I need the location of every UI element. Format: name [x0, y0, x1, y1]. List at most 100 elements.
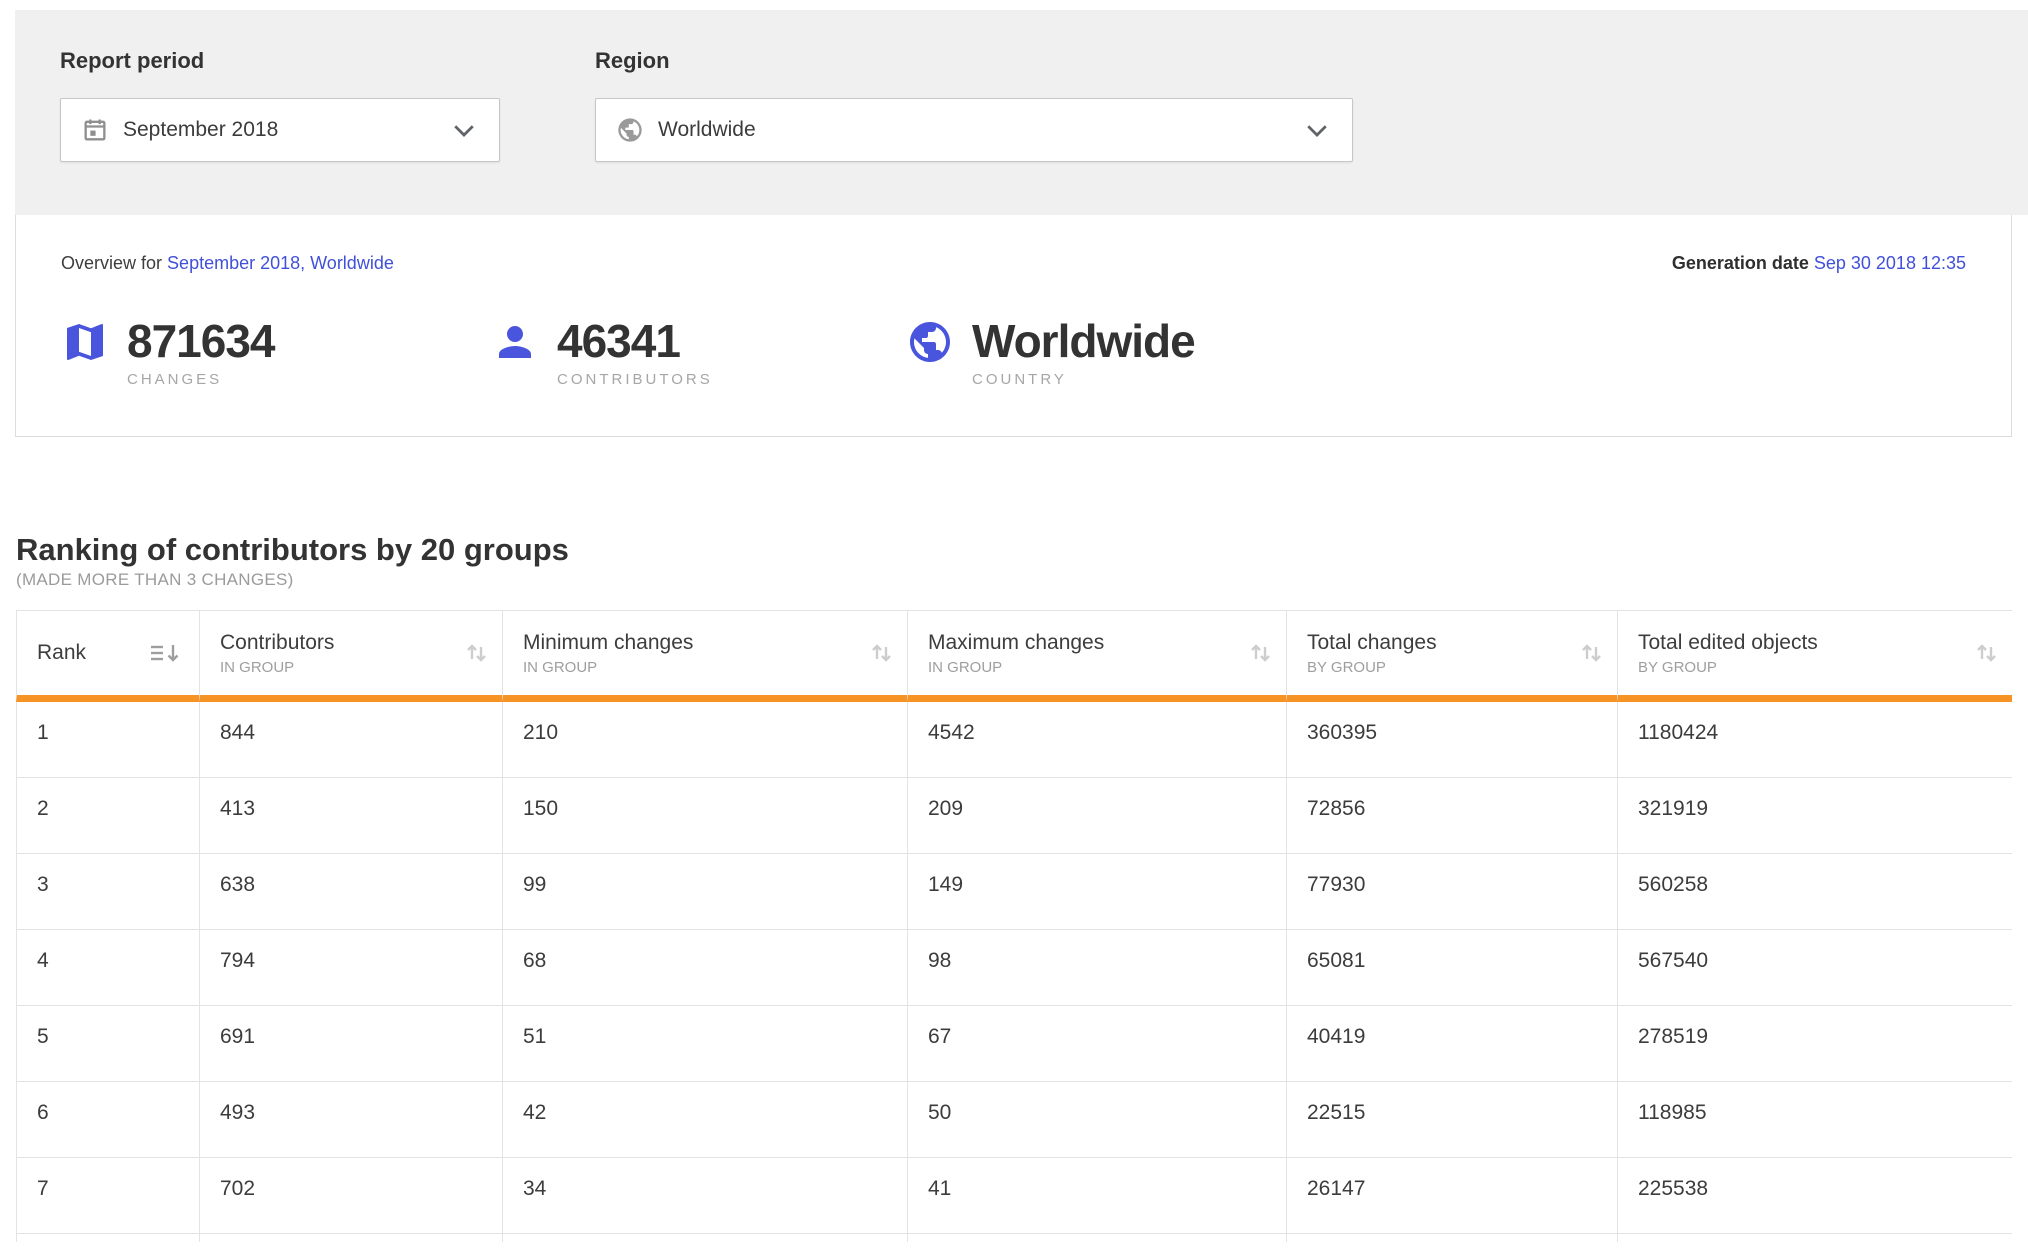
overview-prefix: Overview for — [61, 253, 162, 273]
region-value: Worldwide — [658, 118, 1302, 142]
cell-max-changes: 67 — [908, 1006, 1287, 1082]
table-row: 1 844 210 4542 360395 1180424 — [16, 702, 2012, 778]
chevron-down-icon — [449, 115, 479, 145]
cell-rank: 3 — [16, 854, 200, 930]
sort-updown-icon[interactable] — [1577, 639, 1605, 667]
region-label: Region — [595, 48, 1353, 74]
stats-row: 871634 CHANGES 46341 CONTRIBUTORS — [61, 318, 1966, 388]
cell-max-changes: 149 — [908, 854, 1287, 930]
cell-contributors: 691 — [200, 1006, 503, 1082]
cell-total-edited: 1180424 — [1618, 702, 2012, 778]
stat-contributors: 46341 CONTRIBUTORS — [491, 318, 906, 388]
column-header-total-changes[interactable]: Total changes BY GROUP — [1287, 610, 1618, 702]
generation-date-value[interactable]: Sep 30 2018 12:35 — [1814, 253, 1966, 273]
changes-value: 871634 — [127, 318, 275, 364]
ranking-table: Rank Contributors IN GROUP — [16, 610, 2012, 1242]
sort-updown-icon[interactable] — [1972, 639, 2000, 667]
cell-min-changes: 68 — [503, 930, 908, 1006]
cell-min-changes: 150 — [503, 778, 908, 854]
cell-max-changes: 4542 — [908, 702, 1287, 778]
sort-asc-icon[interactable] — [149, 639, 183, 667]
contributors-label: CONTRIBUTORS — [557, 371, 713, 388]
sort-updown-icon[interactable] — [462, 639, 490, 667]
cell-contributors: 493 — [200, 1082, 503, 1158]
table-header-row: Rank Contributors IN GROUP — [16, 610, 2012, 702]
person-icon — [491, 318, 539, 366]
overview-period-link[interactable]: September 2018, Worldwide — [167, 253, 394, 273]
filter-panel: Report period September 2018 — [15, 10, 2028, 215]
cell-max-changes: 50 — [908, 1082, 1287, 1158]
changes-label: CHANGES — [127, 371, 275, 388]
table-row: 5 691 51 67 40419 278519 — [16, 1006, 2012, 1082]
sort-updown-icon[interactable] — [1246, 639, 1274, 667]
cell-contributors: 794 — [200, 930, 503, 1006]
cell-total-edited: 567540 — [1618, 930, 2012, 1006]
cell-rank: 5 — [16, 1006, 200, 1082]
cell-total-changes: 77930 — [1287, 854, 1618, 930]
stat-country: Worldwide COUNTRY — [906, 318, 1195, 388]
report-period-filter: Report period September 2018 — [60, 48, 500, 215]
sort-updown-icon[interactable] — [867, 639, 895, 667]
chevron-down-icon — [1302, 115, 1332, 145]
cell-rank: 6 — [16, 1082, 200, 1158]
map-icon — [61, 318, 109, 366]
table-row: 7 702 34 41 26147 225538 — [16, 1158, 2012, 1234]
table-row: 6 493 42 50 22515 118985 — [16, 1082, 2012, 1158]
report-period-label: Report period — [60, 48, 500, 74]
cell-rank: 7 — [16, 1158, 200, 1234]
table-row: 3 638 99 149 77930 560258 — [16, 854, 2012, 930]
cell-min-changes: 34 — [503, 1158, 908, 1234]
stat-changes: 871634 CHANGES — [61, 318, 491, 388]
column-header-rank[interactable]: Rank — [16, 610, 200, 702]
generation-date-label: Generation date — [1672, 253, 1809, 273]
ranking-subtitle: (MADE MORE THAN 3 CHANGES) — [16, 570, 2028, 590]
cell-total-edited: 278519 — [1618, 1006, 2012, 1082]
cell-rank: 2 — [16, 778, 200, 854]
report-period-select[interactable]: September 2018 — [60, 98, 500, 162]
country-label: COUNTRY — [972, 371, 1195, 388]
table-row: 4 794 68 98 65081 567540 — [16, 930, 2012, 1006]
cell-rank: 4 — [16, 930, 200, 1006]
cell-total-changes: 40419 — [1287, 1006, 1618, 1082]
column-header-maximum-changes[interactable]: Maximum changes IN GROUP — [908, 610, 1287, 702]
cell-total-edited: 321919 — [1618, 778, 2012, 854]
country-value: Worldwide — [972, 318, 1195, 364]
table-row-partial — [16, 1234, 2012, 1242]
report-period-value: September 2018 — [123, 118, 449, 142]
ranking-section-head: Ranking of contributors by 20 groups (MA… — [16, 533, 2028, 590]
cell-min-changes: 99 — [503, 854, 908, 930]
column-header-minimum-changes[interactable]: Minimum changes IN GROUP — [503, 610, 908, 702]
overview-card: Overview for September 2018, Worldwide G… — [15, 215, 2012, 437]
cell-contributors: 413 — [200, 778, 503, 854]
cell-total-changes: 65081 — [1287, 930, 1618, 1006]
column-header-total-edited-objects[interactable]: Total edited objects BY GROUP — [1618, 610, 2012, 702]
cell-min-changes: 42 — [503, 1082, 908, 1158]
region-filter: Region Worldwide — [595, 48, 1353, 215]
cell-total-edited: 225538 — [1618, 1158, 2012, 1234]
cell-contributors: 638 — [200, 854, 503, 930]
table-row: 2 413 150 209 72856 321919 — [16, 778, 2012, 854]
page: Report period September 2018 — [0, 10, 2028, 1242]
cell-rank: 1 — [16, 702, 200, 778]
cell-min-changes: 51 — [503, 1006, 908, 1082]
cell-min-changes: 210 — [503, 702, 908, 778]
contributors-value: 46341 — [557, 318, 713, 364]
cell-contributors: 702 — [200, 1158, 503, 1234]
cell-max-changes: 98 — [908, 930, 1287, 1006]
cell-contributors: 844 — [200, 702, 503, 778]
globe-icon — [906, 318, 954, 366]
cell-total-changes: 72856 — [1287, 778, 1618, 854]
ranking-title: Ranking of contributors by 20 groups — [16, 533, 2028, 567]
region-select[interactable]: Worldwide — [595, 98, 1353, 162]
cell-total-edited: 560258 — [1618, 854, 2012, 930]
overview-line: Overview for September 2018, Worldwide — [61, 253, 394, 274]
cell-total-changes: 22515 — [1287, 1082, 1618, 1158]
column-header-contributors[interactable]: Contributors IN GROUP — [200, 610, 503, 702]
calendar-icon — [81, 116, 109, 144]
cell-total-changes: 360395 — [1287, 702, 1618, 778]
cell-max-changes: 209 — [908, 778, 1287, 854]
cell-total-edited: 118985 — [1618, 1082, 2012, 1158]
cell-max-changes: 41 — [908, 1158, 1287, 1234]
globe-icon — [616, 116, 644, 144]
generation-date-line: Generation date Sep 30 2018 12:35 — [1672, 253, 1966, 274]
